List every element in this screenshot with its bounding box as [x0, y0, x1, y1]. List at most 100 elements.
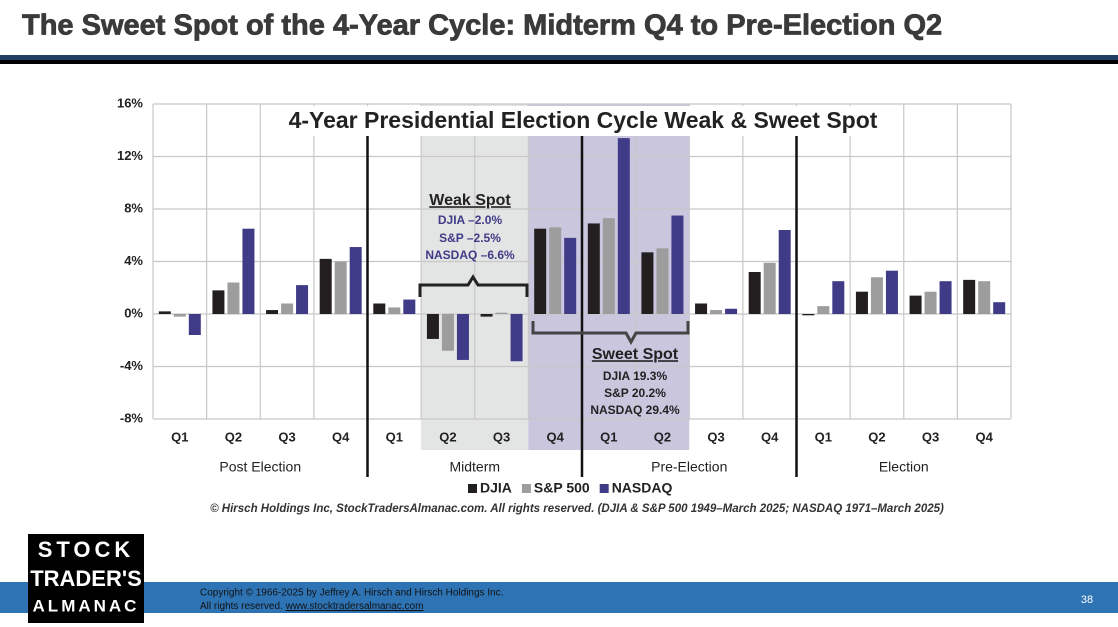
- legend-swatch: [599, 484, 609, 493]
- bar: [993, 302, 1006, 314]
- bar: [817, 306, 830, 314]
- logo-line: ALMANAC: [33, 596, 140, 615]
- bar: [426, 314, 439, 339]
- bar: [296, 285, 309, 314]
- x-tick-label: Q3: [707, 429, 724, 444]
- x-tick-label: Q2: [439, 429, 456, 444]
- x-tick-label: Q3: [922, 429, 939, 444]
- group-label: Pre-Election: [651, 459, 727, 475]
- logo-line: STOCK: [38, 537, 135, 562]
- footer-link[interactable]: www.stocktradersalmanac.com: [285, 601, 424, 612]
- group-label: Post Election: [219, 459, 301, 475]
- bar: [441, 314, 454, 351]
- annotation-title: Weak Spot: [429, 192, 511, 209]
- bar: [832, 281, 845, 314]
- footer-copyright: Copyright © 1966-2025 by Jeffrey A. Hirs…: [200, 588, 503, 599]
- bar: [671, 215, 684, 314]
- logo-line: TRADER'S: [30, 566, 142, 591]
- weak-bracket: [418, 274, 529, 297]
- y-tick-label: 16%: [117, 95, 143, 110]
- y-tick-label: -8%: [120, 410, 144, 425]
- bar: [870, 277, 883, 314]
- bar: [173, 314, 186, 317]
- x-tick-label: Q1: [386, 429, 403, 444]
- chart-title-bg: [272, 106, 896, 136]
- bar: [963, 279, 976, 314]
- chart: -8% -4% 0% 4% 8% 12% 16% Q1 Q2 Q3 Q4 Q1 Q2 Q3 Q4 Q1 Q2 Q3…: [117, 95, 1012, 515]
- x-tick-label: Q4: [976, 429, 994, 444]
- bar: [617, 138, 630, 314]
- sweet-bracket: [531, 321, 690, 346]
- bar: [549, 227, 562, 314]
- bar: [188, 314, 201, 335]
- chart-title: 4-Year Presidential Election Cycle Weak …: [289, 107, 878, 133]
- slide-title: The Sweet Spot of the 4-Year Cycle: Midt…: [22, 10, 942, 42]
- bar: [227, 282, 240, 314]
- legend-label: DJIA: [480, 480, 512, 496]
- x-tick-label: Q1: [171, 429, 188, 444]
- annotation-title: Sweet Spot: [592, 346, 679, 363]
- bar: [456, 314, 469, 360]
- y-tick-label: -4%: [120, 358, 144, 373]
- bar: [403, 299, 416, 314]
- bar: [602, 218, 615, 314]
- legend-swatch: [521, 484, 531, 493]
- bar: [978, 281, 991, 314]
- bar: [763, 262, 776, 314]
- bar: [349, 247, 362, 314]
- bar: [158, 311, 171, 314]
- annotation-line: S&P –2.5%: [439, 231, 501, 245]
- y-tick-label: 0%: [124, 305, 143, 320]
- bar: [319, 258, 332, 314]
- legend-label: S&P 500: [534, 480, 590, 496]
- bar: [334, 261, 347, 314]
- footer-rights: All rights reserved. www.stocktradersalm…: [200, 601, 423, 612]
- x-tick-label: Q4: [761, 429, 779, 444]
- x-tick-label: Q4: [547, 429, 565, 444]
- bar: [388, 307, 401, 314]
- x-tick-label: Q1: [815, 429, 832, 444]
- logo-box: [28, 534, 144, 623]
- bar: [656, 248, 669, 314]
- bar: [748, 272, 761, 314]
- bar: [480, 314, 493, 317]
- title-rule: [0, 55, 1118, 60]
- bar: [495, 312, 508, 314]
- bar: [564, 237, 577, 314]
- bar: [587, 223, 600, 314]
- bar: [641, 252, 654, 314]
- title-rule-dark: [0, 60, 1118, 64]
- bar: [725, 308, 738, 314]
- x-tick-label: Q4: [332, 429, 350, 444]
- bar: [373, 303, 386, 314]
- bar: [909, 295, 922, 314]
- legend-label: NASDAQ: [612, 480, 673, 496]
- bar: [778, 230, 791, 314]
- x-tick-label: Q2: [654, 429, 671, 444]
- legend-swatch: [468, 484, 477, 493]
- bar: [266, 310, 279, 314]
- bar: [855, 291, 868, 314]
- bar: [534, 228, 547, 314]
- annotation-line: NASDAQ –6.6%: [425, 248, 515, 262]
- group-label: Election: [879, 459, 929, 475]
- x-tick-label: Q2: [868, 429, 885, 444]
- y-tick-label: 8%: [124, 200, 143, 215]
- chart-source: © Hirsch Holdings Inc, StockTradersAlman…: [210, 503, 944, 515]
- x-tick-label: Q3: [493, 429, 510, 444]
- bar: [695, 303, 708, 314]
- annotation-line: DJIA 19.3%: [603, 369, 668, 383]
- bar: [510, 314, 523, 362]
- page-number: 38: [1081, 594, 1093, 606]
- y-tick-label: 4%: [124, 253, 143, 268]
- annotation-line: NASDAQ 29.4%: [590, 403, 680, 417]
- x-tick-label: Q2: [225, 429, 242, 444]
- bar: [885, 270, 898, 314]
- bar: [281, 303, 294, 314]
- footer-rights-text: All rights reserved.: [200, 601, 283, 612]
- footer-band: [0, 582, 1118, 613]
- bar: [802, 314, 815, 316]
- annotation-line: S&P 20.2%: [604, 386, 666, 400]
- bar: [242, 228, 255, 314]
